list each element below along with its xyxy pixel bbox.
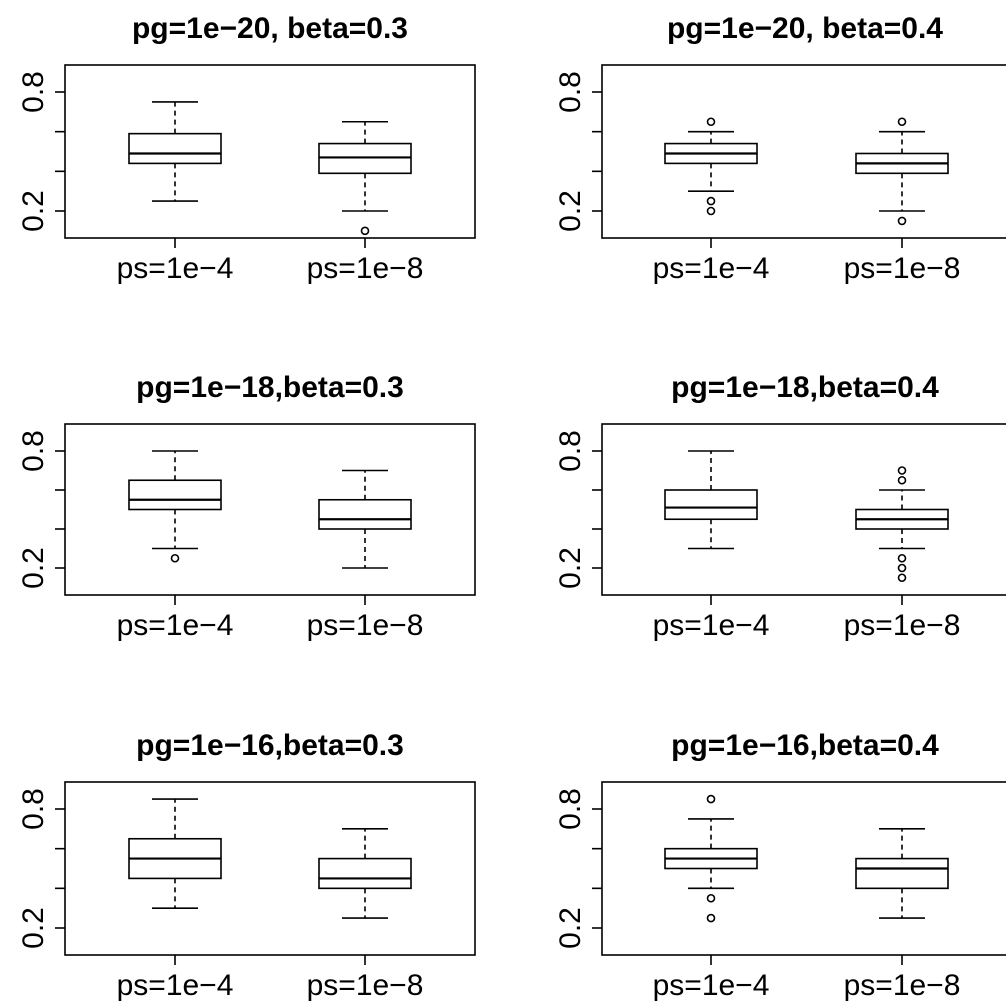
outlier-point <box>706 913 716 923</box>
plot-frame <box>601 423 1006 596</box>
boxplot-panel-6: pg=1e−16,beta=0.4 0.2 0.8 ps=1e−4 ps=1e−8 <box>554 729 1006 1001</box>
outlier-point <box>897 563 907 573</box>
x-tick-label: ps=1e−4 <box>653 609 770 642</box>
x-tick-label: ps=1e−8 <box>307 609 424 642</box>
boxplot-panel-3: pg=1e−18,beta=0.3 0.2 0.8 ps=1e−4 ps=1e−8 <box>17 371 476 642</box>
outlier-point <box>360 226 370 236</box>
y-tick-label: 0.2 <box>17 547 50 589</box>
chart-title: pg=1e−20, beta=0.4 <box>667 12 943 45</box>
chart-title: pg=1e−20, beta=0.3 <box>132 12 408 45</box>
plot-frame <box>601 64 1006 239</box>
outlier-point <box>170 553 180 563</box>
iqr-box <box>128 479 222 511</box>
boxplot-panel-4: pg=1e−18,beta=0.4 0.2 0.8 ps=1e−4 ps=1e−8 <box>554 371 1006 642</box>
plot-frame <box>64 781 476 956</box>
chart-title: pg=1e−16,beta=0.4 <box>671 729 939 762</box>
chart-title: pg=1e−18,beta=0.4 <box>671 371 939 404</box>
outlier-point <box>706 196 716 206</box>
plot-frame <box>64 423 476 596</box>
iqr-box <box>318 857 412 890</box>
outlier-point <box>706 794 716 804</box>
x-tick-label: ps=1e−8 <box>307 969 424 1001</box>
outlier-point <box>897 553 907 563</box>
outlier-point <box>897 475 907 485</box>
x-tick-label: ps=1e−8 <box>307 252 424 285</box>
outlier-point <box>706 206 716 216</box>
outlier-point <box>897 466 907 475</box>
y-tick-label: 0.2 <box>554 907 587 949</box>
y-tick-label: 0.8 <box>554 430 587 472</box>
x-tick-label: ps=1e−8 <box>844 252 961 285</box>
y-tick-label: 0.2 <box>554 190 587 232</box>
iqr-box <box>318 498 412 530</box>
iqr-box <box>128 132 222 165</box>
boxplot-panel-2: pg=1e−20, beta=0.4 0.2 0.8 ps=1e−4 ps=1e−8 <box>554 12 1006 285</box>
y-tick-label: 0.8 <box>17 788 50 830</box>
x-tick-label: ps=1e−8 <box>844 969 961 1001</box>
y-tick-label: 0.2 <box>554 547 587 589</box>
outlier-point <box>897 216 907 226</box>
plot-frame <box>601 781 1006 956</box>
y-tick-label: 0.8 <box>17 71 50 113</box>
y-tick-label: 0.2 <box>17 907 50 949</box>
y-tick-label: 0.8 <box>554 788 587 830</box>
boxplot-panel-5: pg=1e−16,beta=0.3 0.2 0.8 ps=1e−4 ps=1e−8 <box>17 729 476 1001</box>
iqr-box <box>664 489 758 521</box>
iqr-box <box>855 857 949 890</box>
y-tick-label: 0.8 <box>17 430 50 472</box>
outlier-point <box>706 893 716 903</box>
plot-frame <box>64 64 476 239</box>
chart-title: pg=1e−18,beta=0.3 <box>136 371 404 404</box>
x-tick-label: ps=1e−4 <box>117 609 234 642</box>
y-tick-label: 0.2 <box>17 190 50 232</box>
x-tick-label: ps=1e−4 <box>117 252 234 285</box>
outlier-point <box>897 573 907 583</box>
x-tick-label: ps=1e−8 <box>844 609 961 642</box>
chart-title: pg=1e−16,beta=0.3 <box>136 729 404 762</box>
x-tick-label: ps=1e−4 <box>653 252 770 285</box>
y-tick-label: 0.8 <box>554 71 587 113</box>
outlier-point <box>706 117 716 127</box>
x-tick-label: ps=1e−4 <box>117 969 234 1001</box>
outlier-point <box>897 117 907 127</box>
x-tick-label: ps=1e−4 <box>653 969 770 1001</box>
boxplot-panel-1: pg=1e−20, beta=0.3 0.2 0.8 ps=1e−4 ps=1e−8 <box>17 12 476 285</box>
